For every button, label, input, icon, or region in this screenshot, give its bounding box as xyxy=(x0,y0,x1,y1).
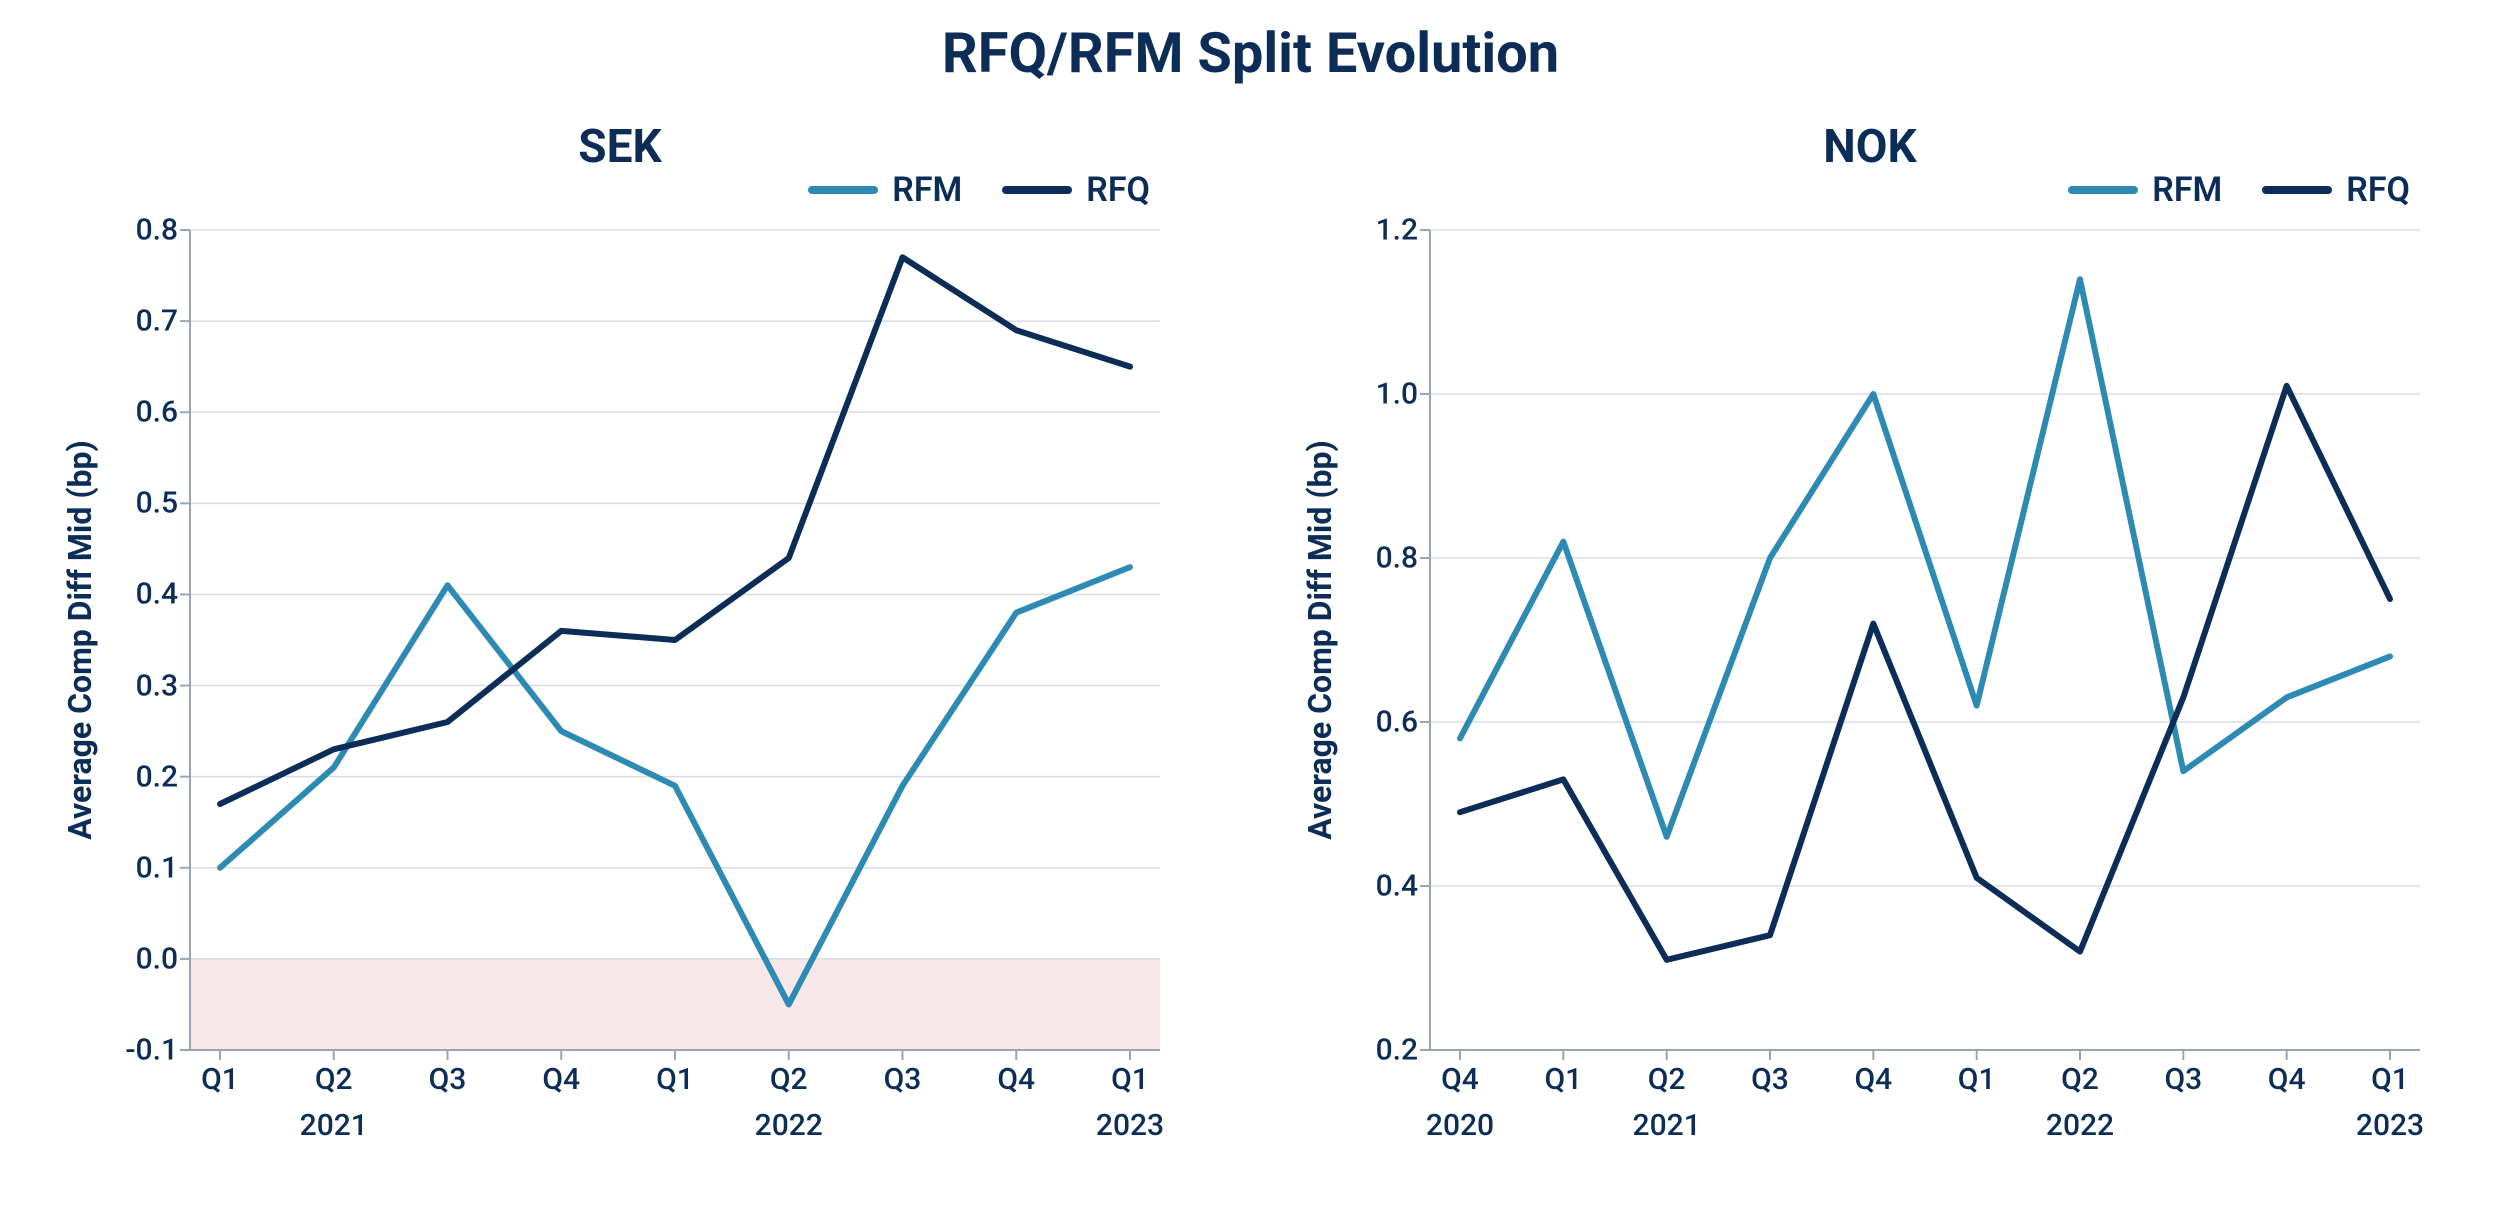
y-tick-label: 1.2 xyxy=(1376,213,1418,248)
chart-nok: NOK RFM RFQ Average Comp Diff Mid (bp) 0… xyxy=(1300,120,2440,1180)
y-tick-label: 0.5 xyxy=(136,486,178,521)
x-tick-label: Q2 xyxy=(2061,1062,2099,1097)
x-year-label: 2020 xyxy=(1426,1108,1494,1143)
y-tick-label: 0.2 xyxy=(136,759,178,794)
main-title: RFQ/RFM Split Evolution xyxy=(0,20,2501,86)
y-tick-label: 0.4 xyxy=(136,577,178,612)
legend-nok: RFM RFQ xyxy=(2068,170,2410,210)
y-tick-label: 0.6 xyxy=(136,395,178,430)
x-tick-label: Q4 xyxy=(2268,1062,2306,1097)
plot-svg xyxy=(190,230,1160,1050)
y-tick-label: 0.7 xyxy=(136,304,178,339)
legend-item-rfm: RFM xyxy=(808,170,962,210)
legend-sek: RFM RFQ xyxy=(808,170,1150,210)
x-tick-label: Q2 xyxy=(315,1062,353,1097)
series-line-rfm xyxy=(220,567,1130,1004)
x-tick-label: Q1 xyxy=(201,1062,239,1097)
legend-label-rfq: RFQ xyxy=(2346,170,2410,210)
chart-title-nok: NOK xyxy=(1300,120,2440,174)
y-tick-label: 0.1 xyxy=(136,850,178,885)
plot-svg xyxy=(1430,230,2420,1050)
y-tick-label: -0.1 xyxy=(125,1033,178,1068)
series-line-rfq xyxy=(1460,386,2390,960)
legend-item-rfm: RFM xyxy=(2068,170,2222,210)
x-year-label: 2021 xyxy=(1633,1108,1701,1143)
y-tick-label: 1.0 xyxy=(1376,377,1418,412)
x-tick-label: Q1 xyxy=(2371,1062,2409,1097)
x-year-label: 2022 xyxy=(2046,1108,2114,1143)
y-tick-label: 0.8 xyxy=(1376,541,1418,576)
x-tick-label: Q3 xyxy=(429,1062,467,1097)
y-axis-label-sek: Average Comp Diff Mid (bp) xyxy=(61,440,99,840)
x-tick-label: Q1 xyxy=(656,1062,694,1097)
y-tick-label: 0.3 xyxy=(136,668,178,703)
y-tick-label: 0.2 xyxy=(1376,1033,1418,1068)
x-tick-label: Q3 xyxy=(2164,1062,2202,1097)
y-tick-label: 0.4 xyxy=(1376,869,1418,904)
x-tick-label: Q3 xyxy=(1751,1062,1789,1097)
legend-swatch-rfq xyxy=(2262,186,2332,194)
x-tick-label: Q4 xyxy=(997,1062,1035,1097)
x-tick-label: Q4 xyxy=(542,1062,580,1097)
legend-label-rfm: RFM xyxy=(2152,170,2222,210)
x-tick-label: Q4 xyxy=(1854,1062,1892,1097)
legend-swatch-rfm xyxy=(808,186,878,194)
legend-swatch-rfq xyxy=(1002,186,1072,194)
x-year-label: 2022 xyxy=(755,1108,823,1143)
legend-label-rfm: RFM xyxy=(892,170,962,210)
series-line-rfq xyxy=(220,257,1130,804)
legend-item-rfq: RFQ xyxy=(2262,170,2410,210)
y-tick-label: 0.0 xyxy=(136,941,178,976)
legend-label-rfq: RFQ xyxy=(1086,170,1150,210)
x-tick-label: Q3 xyxy=(884,1062,922,1097)
x-year-label: 2021 xyxy=(300,1108,368,1143)
chart-sek: SEK RFM RFQ Average Comp Diff Mid (bp) -… xyxy=(60,120,1180,1180)
negative-band xyxy=(190,959,1160,1050)
y-tick-label: 0.6 xyxy=(1376,705,1418,740)
y-axis-label-nok: Average Comp Diff Mid (bp) xyxy=(1301,440,1339,840)
x-year-label: 2023 xyxy=(2356,1108,2424,1143)
plot-area-nok: Average Comp Diff Mid (bp) 0.20.40.60.81… xyxy=(1430,230,2420,1050)
plot-area-sek: Average Comp Diff Mid (bp) -0.10.00.10.2… xyxy=(190,230,1160,1050)
y-tick-label: 0.8 xyxy=(136,213,178,248)
legend-item-rfq: RFQ xyxy=(1002,170,1150,210)
x-year-label: 2023 xyxy=(1096,1108,1164,1143)
legend-swatch-rfm xyxy=(2068,186,2138,194)
x-tick-label: Q2 xyxy=(1648,1062,1686,1097)
x-tick-label: Q1 xyxy=(1958,1062,1996,1097)
page: RFQ/RFM Split Evolution SEK RFM RFQ Aver… xyxy=(0,0,2501,1209)
x-tick-label: Q4 xyxy=(1441,1062,1479,1097)
x-tick-label: Q2 xyxy=(770,1062,808,1097)
x-tick-label: Q1 xyxy=(1544,1062,1582,1097)
chart-title-sek: SEK xyxy=(60,120,1180,174)
x-tick-label: Q1 xyxy=(1111,1062,1149,1097)
